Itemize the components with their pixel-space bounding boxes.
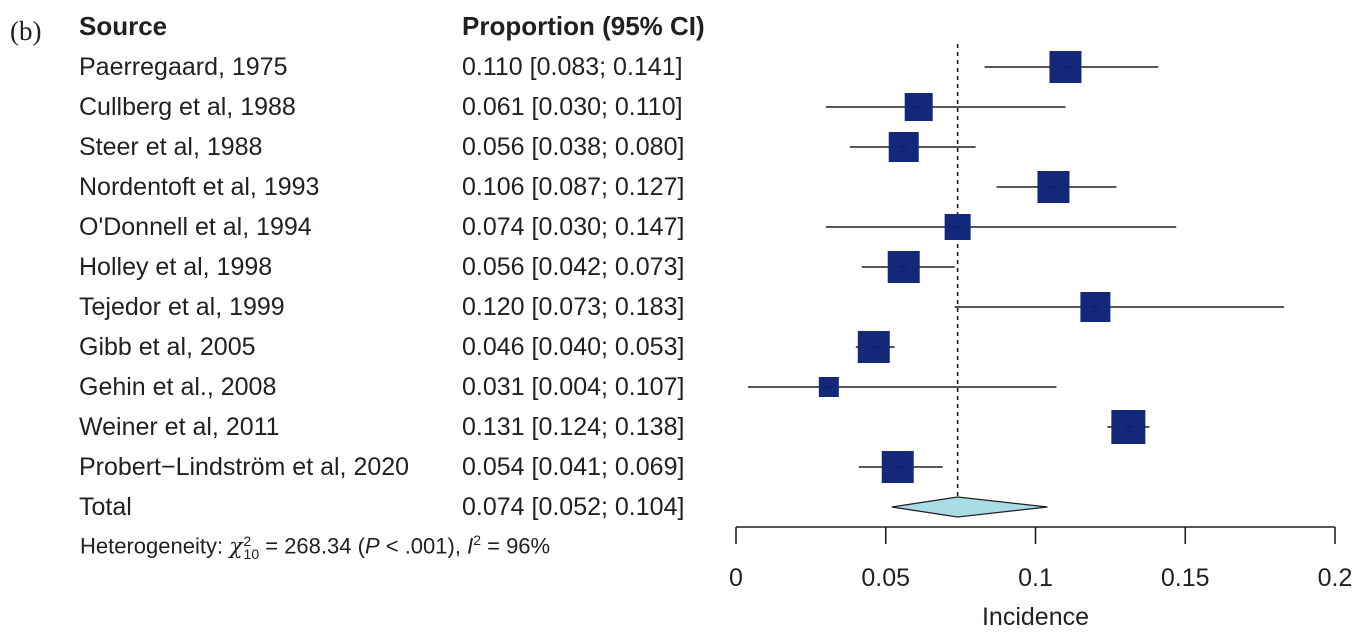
chi-sub: 10 [243,545,260,562]
study-source-label: Gehin et al., 2008 [79,373,277,401]
heterogeneity-text: Heterogeneity: χ 2 10 = 268.34 (P < .001),… [80,532,550,561]
study-ci-label: 0.131 [0.124; 0.138] [462,413,685,441]
study-source-label: Gibb et al, 2005 [79,333,256,361]
study-ci-label: 0.074 [0.052; 0.104] [462,493,685,521]
study-source-label: O'Donnell et al, 1994 [79,213,312,241]
study-source-label: Tejedor et al, 1999 [79,293,285,321]
proportion-header: Proportion (95% CI) [462,11,705,41]
study-source-label: Cullberg et al, 1988 [79,93,296,121]
chi-sup: 2 [243,532,252,549]
study-ci-label: 0.110 [0.083; 0.141] [462,53,683,81]
study-source-label: Steer et al, 1988 [79,133,263,161]
het-middle: = 268.34 ( [259,533,365,559]
study-ci-label: 0.056 [0.038; 0.080] [462,133,685,161]
source-header: Source [79,11,168,41]
study-ci-label: 0.120 [0.073; 0.183] [462,293,685,321]
study-ci-label: 0.054 [0.041; 0.069] [462,453,685,481]
x-tick-label: 0.05 [861,564,910,592]
x-axis-title: Incidence [982,603,1089,631]
het-prefix: Heterogeneity: [80,533,230,559]
x-tick-label: 0.1 [1018,564,1053,592]
study-ci-label: 0.046 [0.040; 0.053] [462,333,685,361]
chi-symbol: χ [229,534,243,560]
p-rest: < .001), [379,533,468,559]
study-ci-label: 0.061 [0.030; 0.110] [462,93,683,121]
study-source-label: Holley et al, 1998 [79,253,273,281]
study-ci-label: 0.056 [0.042; 0.073] [462,253,685,281]
x-tick-label: 0 [729,564,743,592]
x-tick-label: 0.2 [1318,564,1353,592]
study-source-label: Weiner et al, 2011 [79,413,280,441]
study-source-label: Nordentoft et al, 1993 [79,173,320,201]
x-tick-label: 0.15 [1161,564,1210,592]
i-sup: 2 [473,532,481,548]
panel-label: (b) [10,16,42,46]
study-source-label: Paerregaard, 1975 [79,53,288,81]
study-source-label: Total [79,493,132,521]
study-ci-label: 0.074 [0.030; 0.147] [462,213,685,241]
total-diamond [891,496,1048,518]
i-symbol: I [467,533,474,559]
study-ci-label: 0.031 [0.004; 0.107] [462,373,685,401]
study-source-label: Probert−Lindström et al, 2020 [79,453,410,481]
study-ci-label: 0.106 [0.087; 0.127] [462,173,685,201]
p-symbol: P [364,533,380,559]
het-suffix: = 96% [481,533,551,559]
